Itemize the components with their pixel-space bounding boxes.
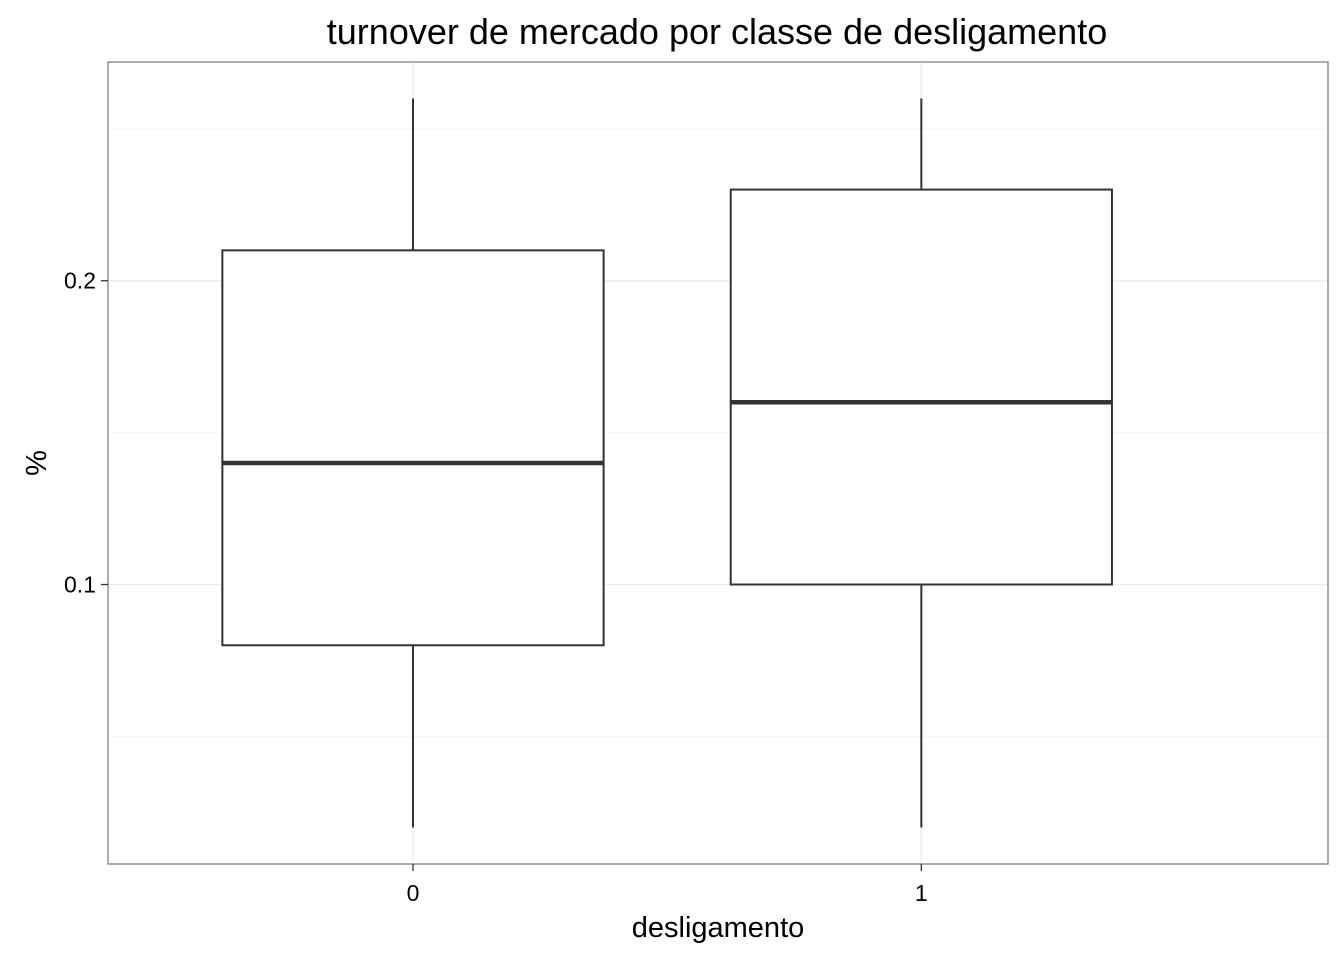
chart-title: turnover de mercado por classe de deslig… [327,11,1107,52]
axis-layer: 0.1 0.2 0 1 [64,268,928,906]
interquartile-box [221,249,605,647]
interquartile-box [729,188,1113,586]
box-0 [221,98,605,828]
plot-panel [107,61,1329,865]
x-axis-label: desligamento [632,912,805,944]
y-axis-label: % [21,450,53,476]
x-tick-label: 0 [407,880,420,906]
box-1 [729,98,1113,828]
x-tick-label: 1 [915,880,928,906]
y-tick-label: 0.2 [64,268,96,294]
box-layer [221,98,1113,828]
y-tick-label: 0.1 [64,572,96,598]
